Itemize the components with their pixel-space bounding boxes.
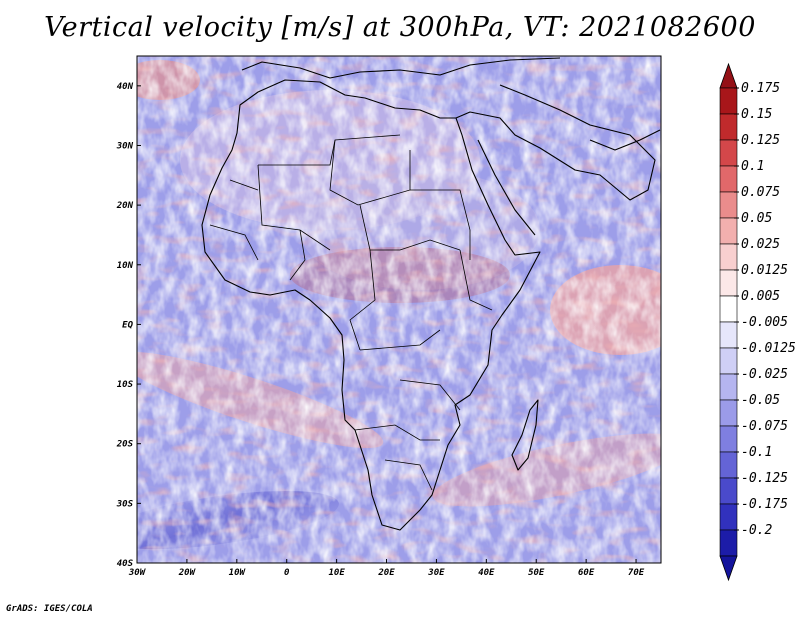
colorbar-label: 0.025 [741,237,780,252]
lon-tick-label: 40E [478,568,495,578]
colorbar-swatch [719,165,738,193]
colorbar-swatch [719,87,738,115]
colorbar-label: 0.1 [741,159,764,174]
lon-tick-label: 70E [628,568,645,578]
colorbar-label: -0.05 [741,393,780,408]
colorbar-swatch [719,529,738,557]
lat-tick-label: 30N [116,141,134,151]
colorbar-swatch [719,347,738,375]
colorbar-label: -0.1 [741,445,772,460]
colorbar-label: 0.05 [741,211,772,226]
colorbar-bottom-arrow [719,555,738,582]
colorbar: 0.175 0.15 0.125 0.1 0.075 0.05 0.025 0.0125 0.0… [719,62,796,582]
lon-tick-label: 30W [128,568,147,578]
colorbar-swatch [719,477,738,505]
colorbar-label: -0.005 [741,315,788,330]
colorbar-label: 0.0125 [741,263,788,278]
colorbar-swatch [719,217,738,245]
colorbar-label: 0.075 [741,185,780,200]
colorbar-swatch [719,425,738,453]
colorbar-swatch [719,503,738,531]
coastlines [201,57,661,531]
axis-ticks: 30W 20W 10W 0 10E 20E 30E 40E 50E 60E 70E 40N 30N 20N… [116,82,645,578]
lon-tick-label: 30E [427,568,445,578]
colorbar-label: -0.025 [741,367,788,382]
colorbar-label: -0.075 [741,419,788,434]
lat-tick-label: 10N [117,261,134,271]
figure-title: Vertical velocity [m/s] at 300hPa, VT: 2… [44,12,756,43]
colorbar-label: -0.125 [741,471,788,486]
colorbar-swatch [719,295,738,323]
colorbar-top-arrow [719,62,738,89]
colorbar-label: 0.005 [741,289,780,304]
colorbar-label: -0.175 [741,497,788,512]
colorbar-swatch [719,399,738,427]
credit-label: GrADS: IGES/COLA [6,604,93,614]
colorbar-swatch [719,139,738,167]
lon-tick-label: 60E [578,568,595,578]
colorbar-swatch [719,113,738,141]
lat-tick-label: 10S [117,380,134,390]
lon-tick-label: 10W [229,568,247,578]
lon-tick-label: 0 [284,568,290,578]
colorbar-swatch [719,451,738,479]
country-borders [209,134,493,491]
lon-tick-label: 10E [328,568,345,578]
velocity-field [137,56,661,563]
colorbar-swatch [719,269,738,297]
colorbar-swatch [719,321,738,349]
colorbar-label: 0.15 [741,107,772,122]
colorbar-label: 0.125 [741,133,780,148]
lat-tick-label: 40N [117,82,134,92]
colorbar-swatch [719,191,738,219]
colorbar-label: -0.0125 [741,341,796,356]
lon-tick-label: 20E [377,568,395,578]
plot-frame [136,55,662,564]
lat-tick-label: 20S [116,440,134,450]
lon-tick-label: 50E [528,568,545,578]
colorbar-swatch [719,243,738,271]
lat-tick-label: 30S [116,499,134,509]
lon-tick-label: 20W [178,568,197,578]
colorbar-label: -0.2 [741,523,772,538]
colorbar-swatch [719,373,738,401]
lat-tick-label: 20N [116,201,134,211]
colorbar-label: 0.175 [741,81,780,96]
lat-tick-label: 40S [117,559,134,569]
lat-tick-label: EQ [122,320,133,330]
